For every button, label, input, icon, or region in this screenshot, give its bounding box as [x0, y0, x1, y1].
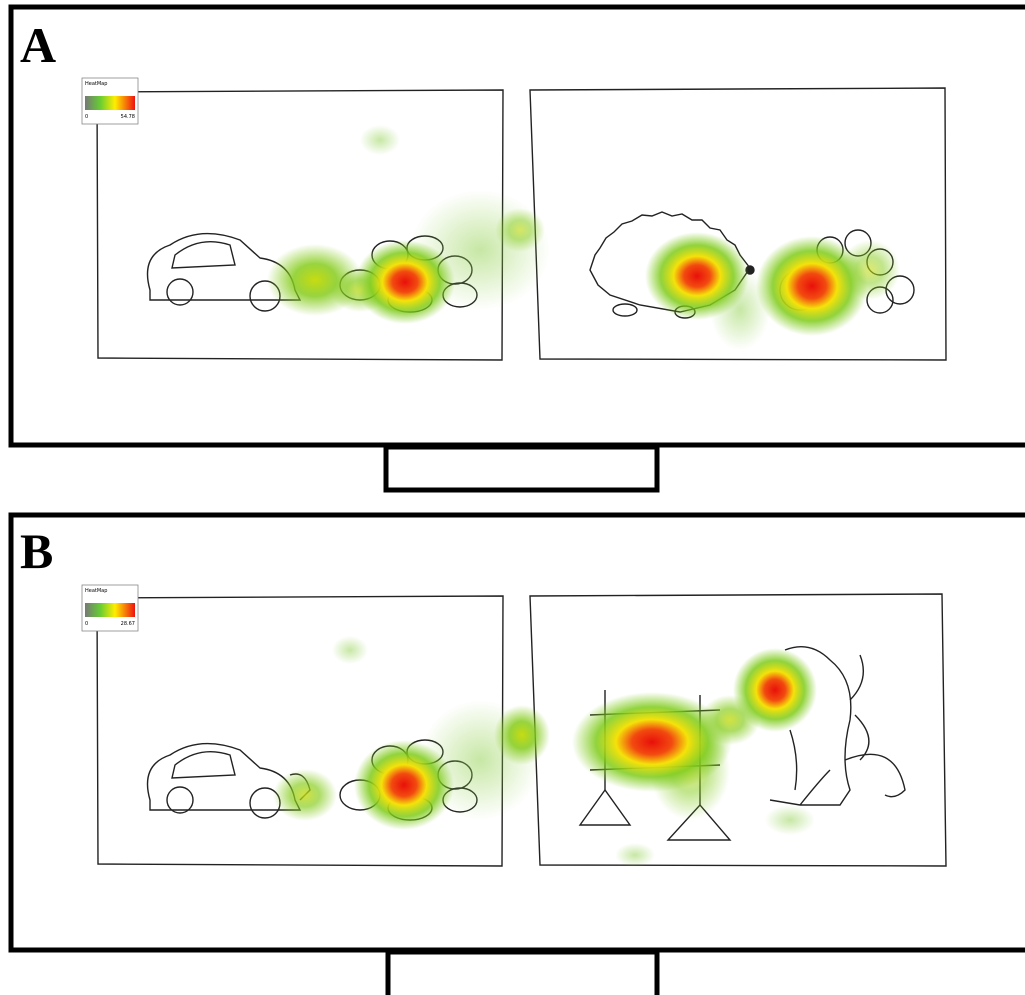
legend-max: 54.78	[121, 114, 135, 120]
tab	[386, 447, 657, 490]
legend-min: 0	[85, 114, 88, 120]
panel-label: B	[20, 523, 53, 579]
panel-b: B	[11, 515, 1025, 995]
page: A	[0, 0, 1025, 995]
legend-title: HeatMap	[85, 81, 107, 87]
panel-a: A	[11, 7, 1025, 490]
figure: A	[0, 0, 1025, 995]
panel-label: A	[20, 17, 56, 73]
legend-title: HeatMap	[85, 588, 107, 594]
legend: HeatMap 0 28.67	[82, 585, 138, 631]
tab	[388, 952, 657, 995]
legend: HeatMap 0 54.78	[82, 78, 138, 124]
legend-max: 28.67	[121, 621, 135, 627]
heatmap	[273, 636, 817, 867]
heatmap	[267, 125, 900, 350]
legend-min: 0	[85, 621, 88, 627]
